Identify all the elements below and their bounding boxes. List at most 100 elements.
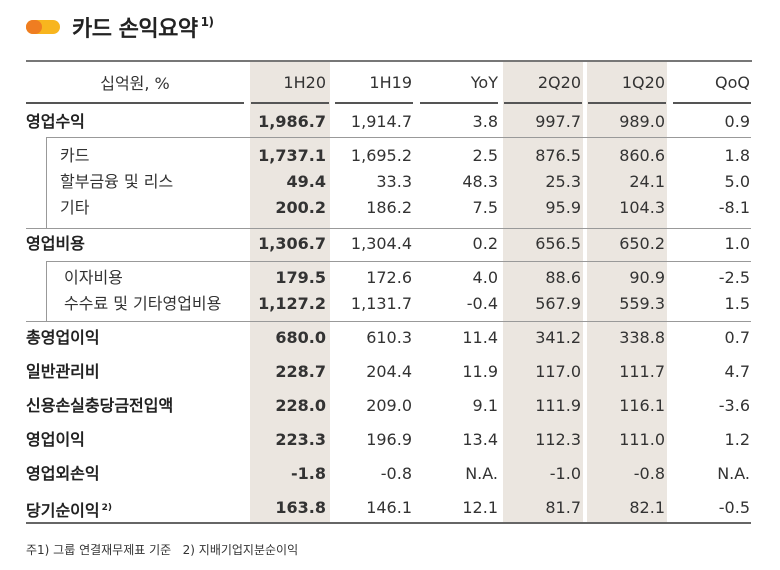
header-col-1h20: 1H20 (250, 66, 326, 98)
col-label: 1H20 (283, 72, 326, 92)
cell-yoy: 2.5 (472, 146, 498, 165)
cell-1h19: 1,695.2 (350, 146, 412, 165)
cell-1q20: 90.9 (629, 268, 665, 287)
footnote: 주1) 그룹 연결재무제표 기준 2) 지배기업지분순이익 (26, 543, 299, 557)
cell-qoq: 0.7 (724, 328, 750, 347)
row-label: 영업수익 (26, 112, 85, 131)
cell-1h19: 33.3 (376, 172, 412, 191)
header-rule (251, 102, 329, 104)
cell-yoy: 11.9 (462, 362, 498, 381)
cell-1h19: 1,914.7 (350, 112, 412, 131)
cell-qoq: 1.2 (724, 430, 750, 449)
cell-2q20: 117.0 (535, 362, 581, 381)
cell-1h19: 146.1 (366, 498, 412, 517)
title-footnote-ref: 1) (200, 15, 214, 29)
cell-yoy: 7.5 (472, 198, 498, 217)
row-label: 총영업이익 (26, 328, 100, 347)
row-label: 이자비용 (64, 268, 123, 287)
group-bracket (46, 261, 47, 321)
group-rule (46, 137, 751, 138)
cell-1h20: 1,306.7 (258, 234, 326, 253)
row-label: 영업외손익 (26, 464, 100, 483)
cell-qoq: -0.5 (718, 498, 750, 517)
header-rule (673, 102, 751, 104)
cell-1h20: 1,737.1 (258, 146, 326, 165)
cell-1q20: -0.8 (633, 464, 665, 483)
row-label: 할부금융 및 리스 (60, 172, 174, 191)
cell-1q20: 116.1 (619, 396, 665, 415)
header-rule (588, 102, 666, 104)
cell-2q20: 341.2 (535, 328, 581, 347)
cell-2q20: 112.3 (535, 430, 581, 449)
cell-1h19: 209.0 (366, 396, 412, 415)
header-rule (420, 102, 498, 104)
cell-yoy: -0.4 (466, 294, 498, 313)
page-title: 카드 손익요약 1) (72, 11, 214, 43)
cell-1q20: 559.3 (619, 294, 665, 313)
cell-yoy: 0.2 (472, 234, 498, 253)
cell-1h19: 196.9 (366, 430, 412, 449)
cell-yoy: 12.1 (462, 498, 498, 517)
cell-1h20: 228.7 (275, 362, 326, 381)
cell-1h20: -1.8 (291, 464, 326, 483)
cell-yoy: N.A. (465, 464, 498, 483)
row-label: 일반관리비 (26, 362, 100, 381)
cell-qoq: 0.9 (724, 112, 750, 131)
cell-yoy: 11.4 (462, 328, 498, 347)
cell-qoq: -2.5 (718, 268, 750, 287)
row-label: 신용손실충당금전입액 (26, 396, 174, 415)
cell-qoq: -8.1 (718, 198, 750, 217)
cell-qoq: 1.0 (724, 234, 750, 253)
cell-1q20: 104.3 (619, 198, 665, 217)
col-label: 1H19 (369, 72, 412, 92)
header-col-yoy: YoY (418, 66, 498, 98)
cell-2q20: -1.0 (549, 464, 581, 483)
cell-1q20: 111.7 (619, 362, 665, 381)
cell-1h20: 228.0 (275, 396, 326, 415)
table-bottom-rule (26, 522, 751, 524)
title-bar: 카드 손익요약 1) (26, 10, 214, 44)
cell-yoy: 9.1 (472, 396, 498, 415)
header-rule (26, 102, 244, 104)
cell-1q20: 860.6 (619, 146, 665, 165)
cell-1h20: 163.8 (275, 498, 326, 517)
cell-1h20: 1,127.2 (258, 294, 326, 313)
cell-yoy: 13.4 (462, 430, 498, 449)
col-label: YoY (470, 72, 498, 92)
cell-2q20: 111.9 (535, 396, 581, 415)
cell-qoq: N.A. (717, 464, 750, 483)
cell-2q20: 567.9 (535, 294, 581, 313)
header-col-1q20: 1Q20 (587, 66, 665, 98)
header-col-qoq: QoQ (672, 66, 750, 98)
cell-yoy: 48.3 (462, 172, 498, 191)
header-col-1h19: 1H19 (334, 66, 412, 98)
cell-1q20: 989.0 (619, 112, 665, 131)
group-bracket (46, 137, 47, 228)
row-label: 수수료 및 기타영업비용 (64, 294, 222, 313)
cell-1h19: 172.6 (366, 268, 412, 287)
col-label: 1Q20 (621, 72, 665, 92)
cell-1h19: 1,304.4 (350, 234, 412, 253)
col-label: QoQ (715, 72, 750, 92)
row-label: 기타 (60, 198, 90, 217)
cell-qoq: 1.8 (724, 146, 750, 165)
header-rule (335, 102, 413, 104)
unit-label: 십억원, % (100, 74, 170, 93)
col-label: 2Q20 (537, 72, 581, 92)
cell-yoy: 3.8 (472, 112, 498, 131)
cell-2q20: 88.6 (545, 268, 581, 287)
cell-1h19: 610.3 (366, 328, 412, 347)
cell-1q20: 338.8 (619, 328, 665, 347)
cell-1h20: 49.4 (286, 172, 326, 191)
cell-1h20: 179.5 (275, 268, 326, 287)
cell-1q20: 82.1 (629, 498, 665, 517)
table-top-rule (26, 60, 752, 62)
cell-1h20: 680.0 (275, 328, 326, 347)
cell-1h20: 223.3 (275, 430, 326, 449)
group-rule (46, 261, 751, 262)
group-rule (26, 228, 751, 229)
cell-2q20: 95.9 (545, 198, 581, 217)
header-col-2q20: 2Q20 (503, 66, 581, 98)
cell-2q20: 876.5 (535, 146, 581, 165)
title-pill-icon (26, 20, 60, 34)
